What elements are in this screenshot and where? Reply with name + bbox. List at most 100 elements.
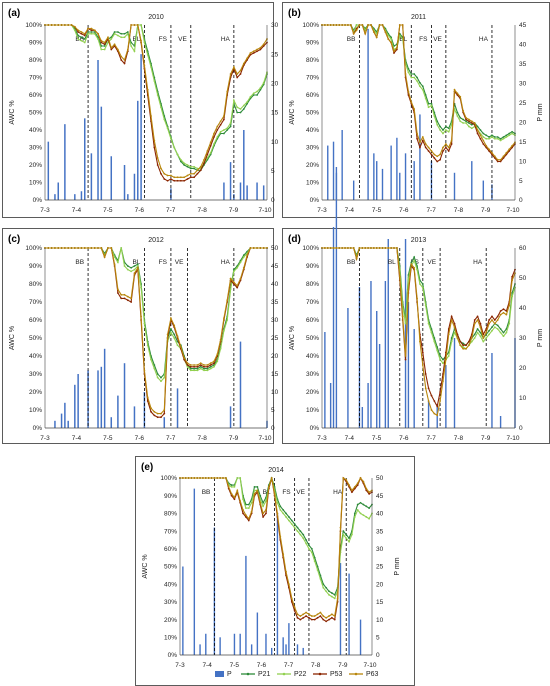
point-P63: [479, 134, 482, 137]
point-P63: [511, 144, 514, 147]
point-P63: [60, 24, 63, 26]
point-P21: [488, 136, 490, 138]
precip-bar: [378, 344, 381, 428]
point-P53: [328, 618, 330, 621]
point-P63: [476, 319, 479, 321]
point-P22: [170, 137, 172, 140]
point-P22: [482, 340, 485, 343]
precip-bar: [413, 161, 415, 200]
tick-label-left: 100%: [25, 22, 42, 29]
precip-bar: [335, 167, 338, 428]
tick-label-right: 60: [519, 245, 527, 252]
point-P63: [187, 477, 190, 479]
point-P21: [345, 533, 348, 536]
tick-label-left: 0%: [33, 425, 43, 432]
point-P22: [213, 365, 215, 368]
point-P53: [199, 169, 202, 172]
precip-bar: [74, 384, 76, 428]
tick-label-left: 20%: [164, 617, 177, 624]
point-P53: [468, 120, 470, 123]
point-P63: [459, 95, 462, 98]
point-P53: [442, 150, 444, 152]
point-P53: [193, 365, 196, 368]
tick-label-x: 7-10: [258, 207, 271, 214]
point-P63: [126, 295, 129, 298]
point-P53: [232, 283, 235, 285]
point-P21: [499, 137, 502, 140]
point-P21: [193, 167, 196, 170]
point-P22: [488, 333, 490, 336]
point-P63: [496, 319, 499, 321]
ylabel-left: AWC %: [9, 326, 16, 350]
point-P22: [398, 34, 401, 37]
point-P63: [393, 247, 395, 249]
point-P63: [336, 597, 339, 600]
point-P53: [183, 179, 186, 182]
point-P21: [196, 367, 199, 370]
phase-label: VE: [296, 489, 305, 496]
point-P21: [407, 67, 410, 70]
tick-label-right: 25: [376, 564, 384, 571]
point-P63: [123, 59, 126, 61]
point-P63: [173, 176, 176, 179]
tick-label-left: 40%: [306, 127, 319, 134]
point-P63: [193, 172, 196, 175]
point-P63: [146, 88, 149, 91]
precip-bar: [103, 348, 106, 428]
precip-bar: [137, 100, 139, 200]
point-P63: [153, 410, 156, 413]
point-P63: [370, 24, 372, 26]
tick-label-right: 10: [376, 617, 384, 624]
point-P22: [442, 362, 444, 365]
tick-label-x: 7-7: [284, 662, 294, 669]
point-P63: [232, 281, 235, 284]
point-P22: [439, 358, 442, 361]
point-P63: [77, 247, 80, 249]
point-P21: [287, 516, 290, 518]
point-P22: [170, 331, 172, 334]
point-P21: [470, 123, 473, 126]
point-P53: [100, 41, 103, 44]
point-P53: [186, 178, 189, 180]
point-P53: [308, 616, 310, 619]
point-P22: [482, 136, 485, 138]
point-P63: [202, 477, 204, 479]
point-P53: [424, 373, 427, 375]
point-P21: [113, 31, 116, 33]
point-P63: [319, 611, 322, 614]
tick-label-x: 7-7: [166, 435, 176, 442]
point-P63: [325, 616, 328, 619]
point-P21: [328, 590, 330, 593]
point-P22: [444, 129, 447, 131]
point-P53: [313, 618, 316, 621]
point-P63: [259, 247, 262, 249]
point-P63: [390, 41, 393, 44]
point-P53: [163, 178, 166, 180]
point-P63: [236, 284, 239, 287]
phase-label: FS: [282, 489, 291, 496]
point-P63: [166, 174, 169, 177]
point-P22: [239, 261, 242, 264]
point-P53: [186, 364, 189, 366]
point-P53: [256, 50, 258, 53]
point-P21: [262, 501, 265, 504]
point-P22: [87, 32, 89, 35]
point-P22: [470, 340, 473, 343]
point-P63: [473, 322, 476, 325]
point-P63: [372, 247, 375, 249]
tick-label-right: 30: [519, 335, 527, 342]
precip-bar: [271, 647, 273, 655]
precip-bar: [245, 555, 247, 655]
precip-bar: [399, 172, 401, 200]
point-P22: [325, 590, 328, 593]
tick-label-right: 25: [271, 335, 279, 342]
point-P53: [479, 322, 482, 325]
point-P63: [468, 118, 470, 121]
point-P22: [160, 380, 162, 383]
point-P63: [113, 43, 116, 46]
point-P21: [348, 537, 350, 540]
point-P21: [242, 108, 245, 110]
point-P22: [156, 94, 159, 96]
point-P63: [342, 477, 345, 479]
point-P63: [344, 24, 346, 26]
